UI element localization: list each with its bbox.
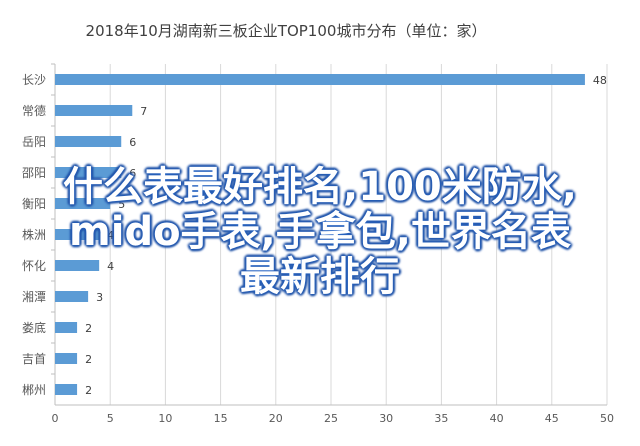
x-tick-label: 20 [269, 412, 283, 425]
data-label: 2 [85, 384, 92, 397]
x-tick-label: 45 [545, 412, 559, 425]
category-label: 常德 [22, 103, 46, 118]
data-label: 6 [129, 167, 136, 180]
x-tick-label: 25 [324, 412, 338, 425]
x-tick-label: 40 [490, 412, 504, 425]
category-label: 湘潭 [22, 289, 46, 304]
bar [55, 229, 100, 240]
category-label: 株洲 [22, 227, 46, 242]
bar [55, 260, 100, 271]
bar [55, 291, 89, 302]
bar [55, 353, 78, 364]
data-label: 4 [107, 260, 114, 273]
bar [55, 136, 122, 147]
x-tick-label: 30 [379, 412, 393, 425]
data-label: 2 [85, 353, 92, 366]
chart-title: 2018年10月湖南新三板企业TOP100城市分布（单位：家） [86, 22, 487, 40]
data-label: 4 [107, 229, 114, 242]
category-label: 郴州 [22, 383, 46, 397]
category-label: 吉首 [22, 352, 46, 366]
bar [55, 105, 133, 116]
data-label: 5 [118, 198, 125, 211]
category-label: 怀化 [22, 259, 46, 273]
bar [55, 384, 78, 395]
data-label: 48 [593, 74, 607, 87]
bar [55, 322, 78, 333]
data-label: 6 [129, 136, 136, 149]
x-tick-label: 35 [434, 412, 448, 425]
category-label: 长沙 [22, 73, 46, 87]
data-label: 7 [140, 105, 147, 118]
category-label: 衡阳 [22, 197, 46, 211]
x-tick-label: 0 [52, 412, 59, 425]
bar [55, 198, 111, 209]
category-label: 岳阳 [22, 135, 46, 149]
x-tick-label: 5 [107, 412, 114, 425]
category-label: 邵阳 [22, 166, 46, 180]
data-label: 3 [96, 291, 103, 304]
bar [55, 74, 585, 85]
category-label: 娄底 [22, 320, 46, 335]
x-tick-label: 50 [600, 412, 614, 425]
x-tick-label: 15 [214, 412, 228, 425]
x-tick-label: 10 [158, 412, 172, 425]
bar [55, 167, 122, 178]
data-label: 2 [85, 322, 92, 335]
